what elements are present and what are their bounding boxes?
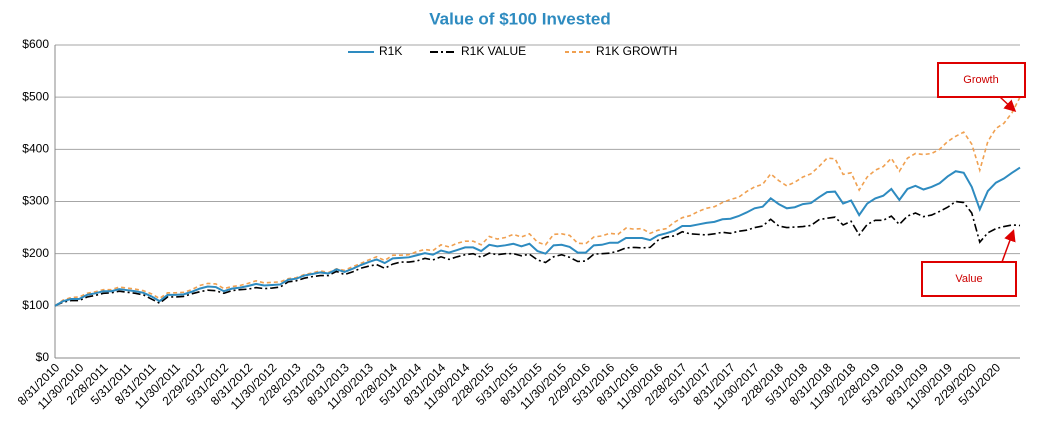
y-tick-label: $0 [36, 350, 50, 364]
annotation-box [937, 62, 1026, 98]
legend-label: R1K GROWTH [596, 44, 677, 58]
y-tick-label: $500 [22, 89, 49, 103]
annotation-arrow [1001, 229, 1016, 263]
y-tick-label: $600 [22, 37, 49, 51]
series-line [54, 96, 1021, 307]
annotation: Growth [963, 74, 998, 86]
annotation-box [921, 261, 1017, 297]
legend-label: R1K [379, 44, 402, 58]
y-tick-label: $400 [22, 142, 49, 156]
series-line [54, 200, 1021, 307]
annotation: Value [955, 273, 982, 285]
y-tick-label: $200 [22, 246, 49, 260]
annotation-arrow [999, 96, 1017, 113]
series-line [54, 166, 1021, 307]
y-tick-label: $100 [22, 298, 49, 312]
legend-label: R1K VALUE [461, 44, 526, 58]
chart-title: Value of $100 Invested [429, 9, 610, 28]
y-tick-label: $300 [22, 194, 49, 208]
